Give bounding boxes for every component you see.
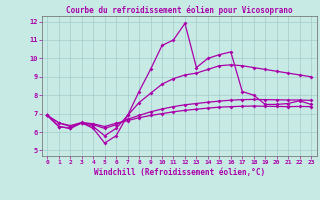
Title: Courbe du refroidissement éolien pour Vicosoprano: Courbe du refroidissement éolien pour Vi… [66, 6, 292, 15]
X-axis label: Windchill (Refroidissement éolien,°C): Windchill (Refroidissement éolien,°C) [94, 168, 265, 177]
